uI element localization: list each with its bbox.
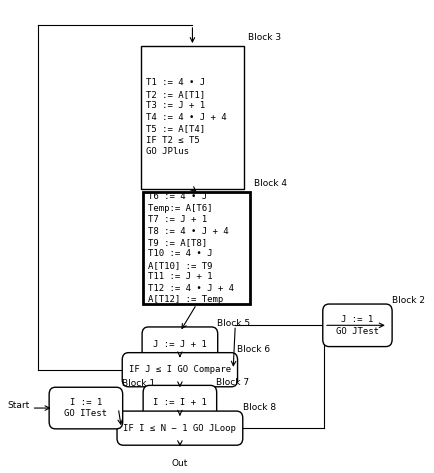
Text: J := J + 1: J := J + 1 — [153, 340, 207, 349]
Text: Block 2: Block 2 — [392, 296, 425, 305]
Bar — [143, 192, 250, 304]
Text: T1 := 4 • J
T2 := A[T1]
T3 := J + 1
T4 := 4 • J + 4
T5 := A[T4]
IF T2 ≤ T5
GO JP: T1 := 4 • J T2 := A[T1] T3 := J + 1 T4 :… — [146, 79, 227, 156]
Bar — [141, 46, 243, 189]
FancyBboxPatch shape — [323, 304, 392, 347]
Text: Block 5: Block 5 — [217, 319, 250, 328]
FancyBboxPatch shape — [142, 327, 218, 361]
Text: Block 4: Block 4 — [254, 179, 287, 188]
Text: Block 8: Block 8 — [243, 403, 276, 412]
Text: Block 6: Block 6 — [237, 345, 270, 354]
Text: I := I + 1: I := I + 1 — [153, 398, 207, 407]
Text: J := 1
GO JTest: J := 1 GO JTest — [336, 315, 379, 335]
Text: IF I ≤ N − 1 GO JLoop: IF I ≤ N − 1 GO JLoop — [123, 424, 237, 433]
FancyBboxPatch shape — [117, 411, 243, 445]
Text: Out: Out — [172, 458, 188, 467]
FancyBboxPatch shape — [143, 385, 217, 420]
Text: IF J ≤ I GO Compare: IF J ≤ I GO Compare — [129, 365, 231, 374]
Text: T6 := 4 • J
Temp:= A[T6]
T7 := J + 1
T8 := 4 • J + 4
T9 := A[T8]
T10 := 4 • J
A[: T6 := 4 • J Temp:= A[T6] T7 := J + 1 T8 … — [148, 192, 234, 304]
Text: I := 1
GO ITest: I := 1 GO ITest — [64, 398, 107, 418]
Text: Block 1: Block 1 — [122, 379, 155, 388]
Text: Start: Start — [7, 401, 30, 410]
Text: Block 7: Block 7 — [217, 377, 250, 386]
FancyBboxPatch shape — [49, 387, 123, 429]
Text: Block 3: Block 3 — [248, 33, 281, 42]
FancyBboxPatch shape — [122, 353, 237, 387]
